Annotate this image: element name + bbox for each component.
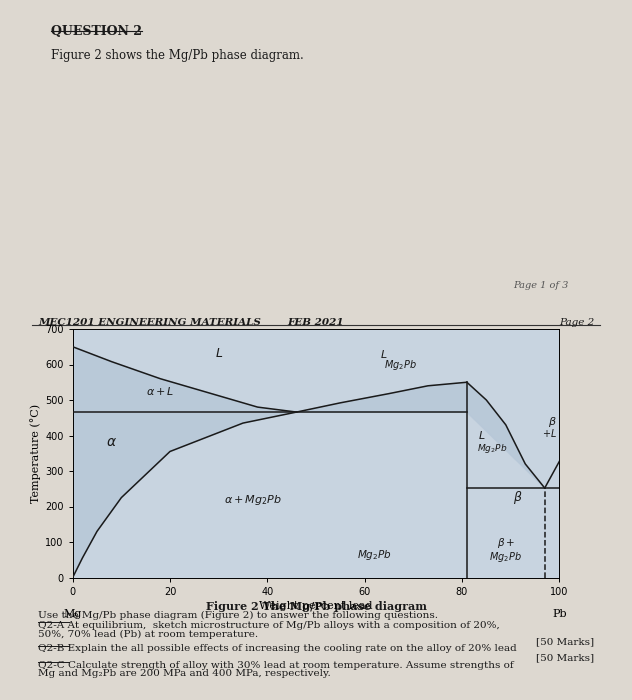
Text: [50 Marks]: [50 Marks] bbox=[536, 653, 594, 662]
Text: $\alpha$: $\alpha$ bbox=[106, 435, 117, 449]
Text: $L$: $L$ bbox=[214, 347, 223, 360]
Text: $L$: $L$ bbox=[478, 429, 485, 441]
Text: [50 Marks]: [50 Marks] bbox=[536, 638, 594, 646]
Text: QUESTION 2: QUESTION 2 bbox=[51, 25, 142, 38]
Polygon shape bbox=[73, 346, 296, 578]
Text: Figure 2 The Mg/Pb phase diagram: Figure 2 The Mg/Pb phase diagram bbox=[205, 601, 427, 612]
Text: $\beta$: $\beta$ bbox=[548, 415, 556, 429]
Text: Figure 2 shows the Mg/Pb phase diagram.: Figure 2 shows the Mg/Pb phase diagram. bbox=[51, 49, 303, 62]
Text: $Mg_2Pb$: $Mg_2Pb$ bbox=[477, 442, 507, 456]
Text: Q2-A At equilibrium,  sketch microstructure of Mg/Pb alloys with a composition o: Q2-A At equilibrium, sketch microstructu… bbox=[38, 621, 500, 630]
Polygon shape bbox=[296, 382, 467, 412]
Text: 50%, 70% lead (Pb) at room temperature.: 50%, 70% lead (Pb) at room temperature. bbox=[38, 630, 258, 639]
Text: Page 1 of 3: Page 1 of 3 bbox=[513, 281, 569, 290]
Text: $\beta +$: $\beta +$ bbox=[497, 536, 515, 550]
Text: Page 2: Page 2 bbox=[559, 318, 594, 327]
Polygon shape bbox=[73, 346, 296, 578]
Text: $\beta$: $\beta$ bbox=[513, 489, 523, 506]
Text: $\alpha + L$: $\alpha + L$ bbox=[146, 385, 174, 397]
Text: $Mg_2Pb$: $Mg_2Pb$ bbox=[384, 358, 417, 372]
Text: Q2-B Explain the all possible effects of increasing the cooling rate on the allo: Q2-B Explain the all possible effects of… bbox=[38, 644, 517, 653]
Polygon shape bbox=[73, 329, 559, 488]
Polygon shape bbox=[467, 382, 545, 488]
Text: $+ L$: $+ L$ bbox=[542, 427, 557, 440]
Text: $L$: $L$ bbox=[380, 348, 388, 360]
Polygon shape bbox=[545, 461, 559, 578]
X-axis label: Weight percent lead: Weight percent lead bbox=[259, 601, 373, 610]
Polygon shape bbox=[545, 329, 559, 488]
Text: Mg: Mg bbox=[63, 609, 82, 619]
Text: $\alpha + Mg_2Pb$: $\alpha + Mg_2Pb$ bbox=[224, 493, 282, 507]
Text: FEB 2021: FEB 2021 bbox=[288, 318, 344, 327]
Text: Q2-C Calculate strength of alloy with 30% lead at room temperature. Assume stren: Q2-C Calculate strength of alloy with 30… bbox=[38, 661, 514, 670]
Text: Use the Mg/Pb phase diagram (Figure 2) to answer the following questions.: Use the Mg/Pb phase diagram (Figure 2) t… bbox=[38, 611, 438, 620]
Text: Mg and Mg₂Pb are 200 MPa and 400 MPa, respectively.: Mg and Mg₂Pb are 200 MPa and 400 MPa, re… bbox=[38, 669, 331, 678]
Text: Pb: Pb bbox=[552, 609, 567, 619]
Text: $Mg_2Pb$: $Mg_2Pb$ bbox=[357, 548, 392, 562]
Text: MEC1201 ENGINEERING MATERIALS: MEC1201 ENGINEERING MATERIALS bbox=[38, 318, 261, 327]
Y-axis label: Temperature (°C): Temperature (°C) bbox=[30, 404, 41, 503]
Text: $Mg_2Pb$: $Mg_2Pb$ bbox=[489, 550, 522, 564]
